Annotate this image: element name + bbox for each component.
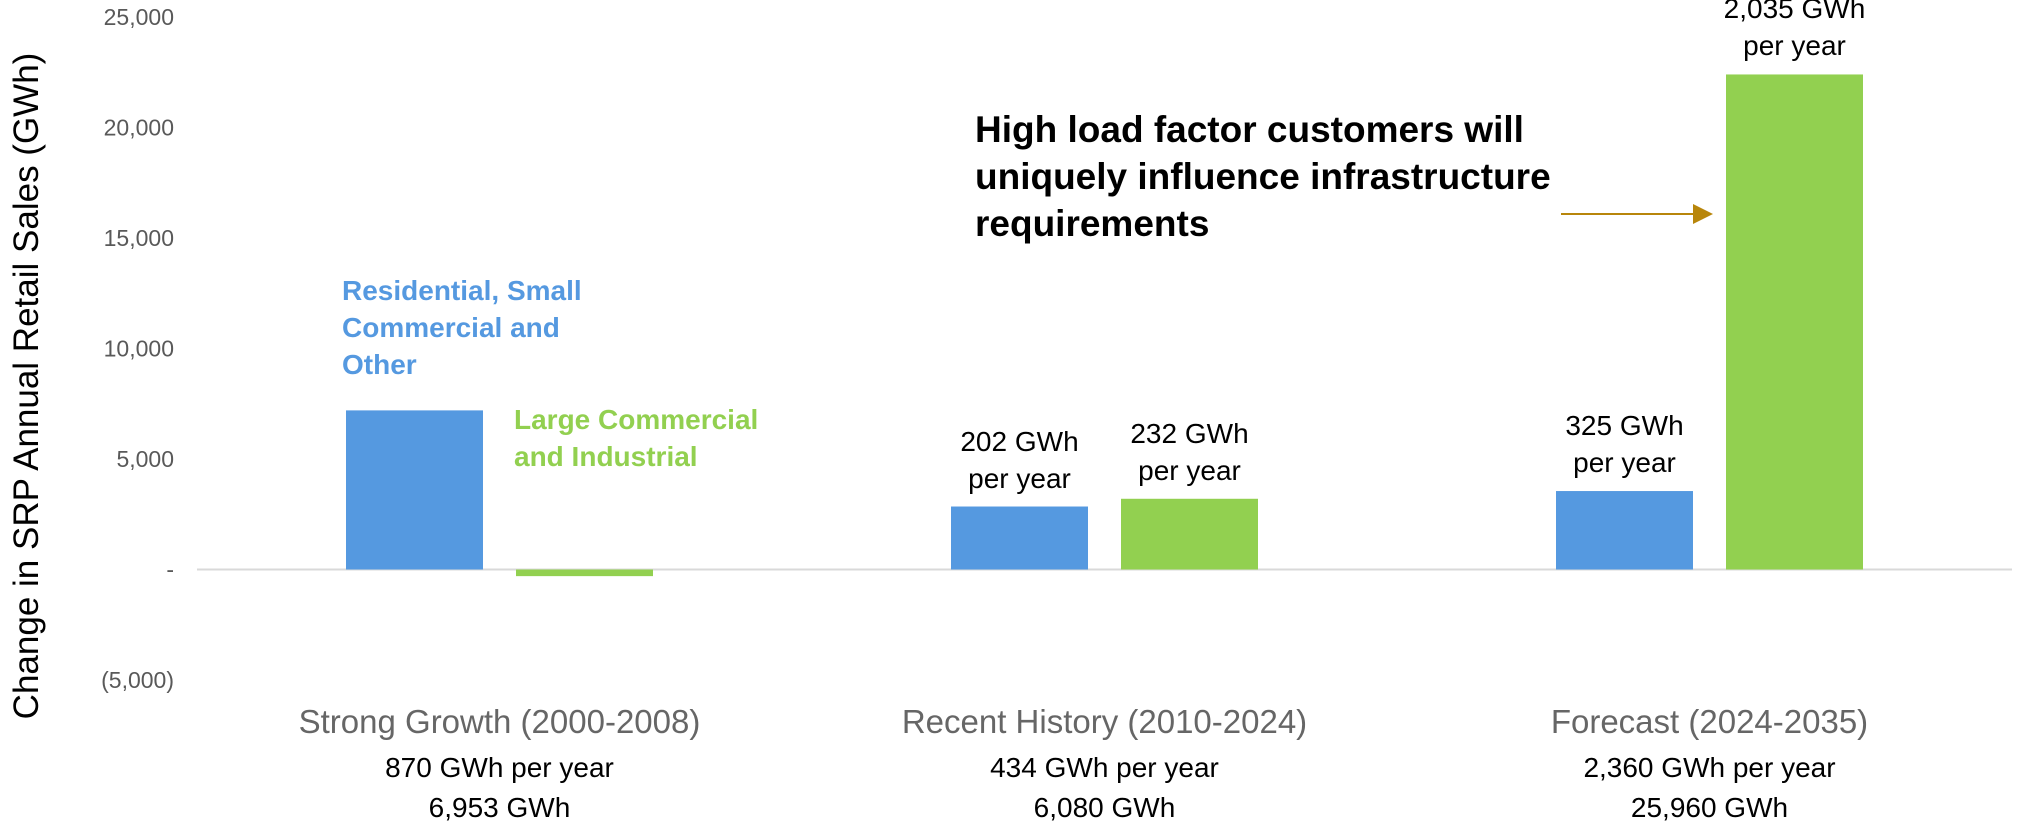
y-tick-label: 10,000 (104, 336, 174, 362)
bar (516, 569, 653, 577)
y-tick-label: 5,000 (116, 446, 174, 472)
bar (1556, 491, 1693, 570)
category-sublabel: 6,080 GWh (1034, 792, 1176, 823)
bar-label: 202 GWh per year (960, 425, 1079, 494)
bar (346, 410, 483, 570)
category-sublabel: 25,960 GWh (1631, 792, 1788, 823)
y-tick-label: 25,000 (104, 4, 174, 30)
bar (951, 506, 1088, 570)
bar-label: 2,035 GWh per year (1723, 0, 1866, 62)
bar (1726, 74, 1863, 570)
x-tick-label: Strong Growth (2000-2008) (299, 703, 701, 740)
x-tick-label: Recent History (2010-2024) (902, 703, 1307, 740)
legend-label: Large Commercial and Industrial (514, 404, 759, 472)
y-tick-label: - (166, 557, 174, 583)
x-tick-label: Forecast (2024-2035) (1551, 703, 1868, 740)
y-tick-label: (5,000) (101, 667, 174, 693)
y-axis-label: Change in SRP Annual Retail Sales (GWh) (7, 53, 46, 720)
category-sublabel: 6,953 GWh (429, 792, 571, 823)
bar-label: 325 GWh per year (1565, 410, 1684, 479)
y-tick-label: 15,000 (104, 225, 174, 251)
category-sublabel: 434 GWh per year (990, 752, 1219, 783)
legend-label: Residential, Small Commercial and Other (342, 275, 582, 380)
category-sublabel: 2,360 GWh per year (1583, 752, 1835, 783)
bar (1121, 498, 1258, 570)
bar-label: 232 GWh per year (1130, 417, 1249, 486)
category-sublabel: 870 GWh per year (385, 752, 614, 783)
annotation: High load factor customers will uniquely… (975, 109, 1551, 244)
y-tick-label: 20,000 (104, 115, 174, 141)
